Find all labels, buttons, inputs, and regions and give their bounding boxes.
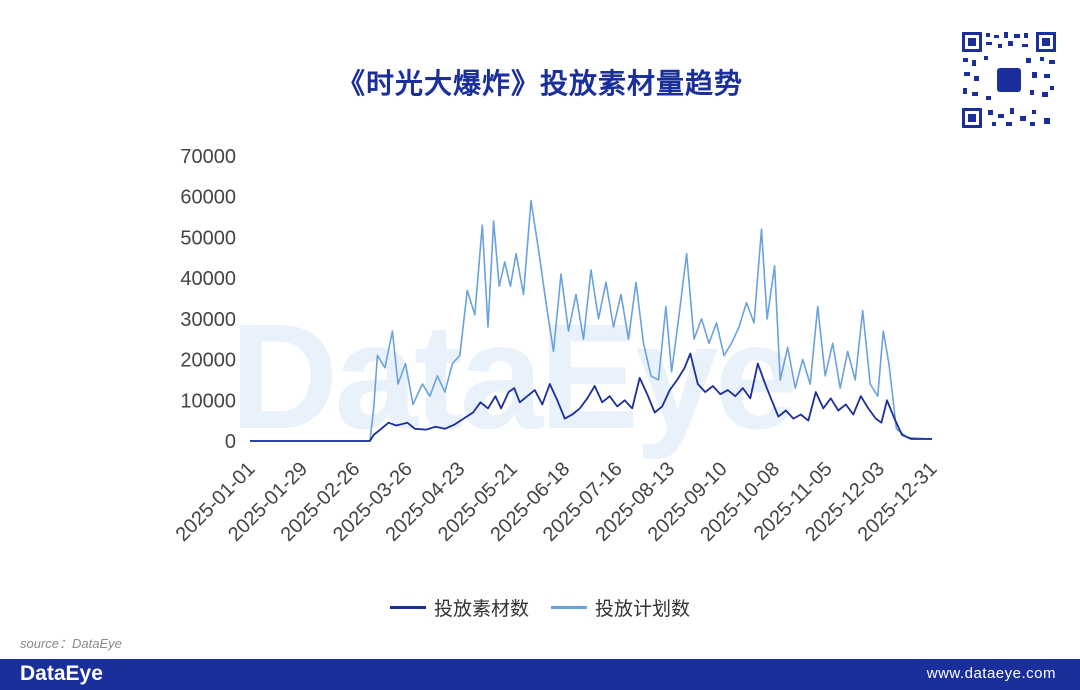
legend-swatch-series-1	[389, 606, 426, 609]
legend-swatch-series-2	[551, 606, 588, 609]
y-tick-label: 0	[225, 431, 236, 453]
footer-url[interactable]: www.dataeye.com	[926, 665, 1056, 682]
watermark-text: DataEye	[230, 292, 798, 460]
legend-item-series-1: 投放素材数	[389, 594, 529, 621]
y-tick-label: 20000	[180, 350, 236, 372]
qr-code-image	[960, 30, 1058, 130]
y-tick-label: 60000	[180, 187, 236, 209]
footer-logo: DataEye	[20, 662, 103, 685]
y-tick-label: 50000	[180, 227, 236, 249]
series-layer	[250, 200, 933, 442]
legend-item-series-2: 投放计划数	[551, 594, 690, 621]
chart-legend: 投放素材数 投放计划数	[0, 592, 1080, 621]
y-axis-ticks: 0 10000 20000 30000 40000 50000 60000 70000	[180, 146, 236, 453]
x-axis-ticks: 2025-01-012025-01-292025-02-262025-03-26…	[172, 458, 942, 546]
y-tick-label: 40000	[180, 268, 236, 290]
y-tick-label: 10000	[180, 390, 236, 412]
series-line-2	[250, 200, 933, 442]
series-line-1	[250, 352, 932, 442]
y-tick-label: 30000	[180, 309, 236, 331]
legend-label-series-1: 投放素材数	[433, 598, 529, 620]
footer-bar: DataEye www.dataeye.com	[0, 659, 1080, 690]
chart-title: 《时光大爆炸》投放素材量趋势	[336, 67, 743, 100]
y-tick-label: 70000	[180, 146, 236, 168]
legend-label-series-2: 投放计划数	[595, 598, 691, 620]
source-note: source：DataEye	[20, 636, 122, 651]
